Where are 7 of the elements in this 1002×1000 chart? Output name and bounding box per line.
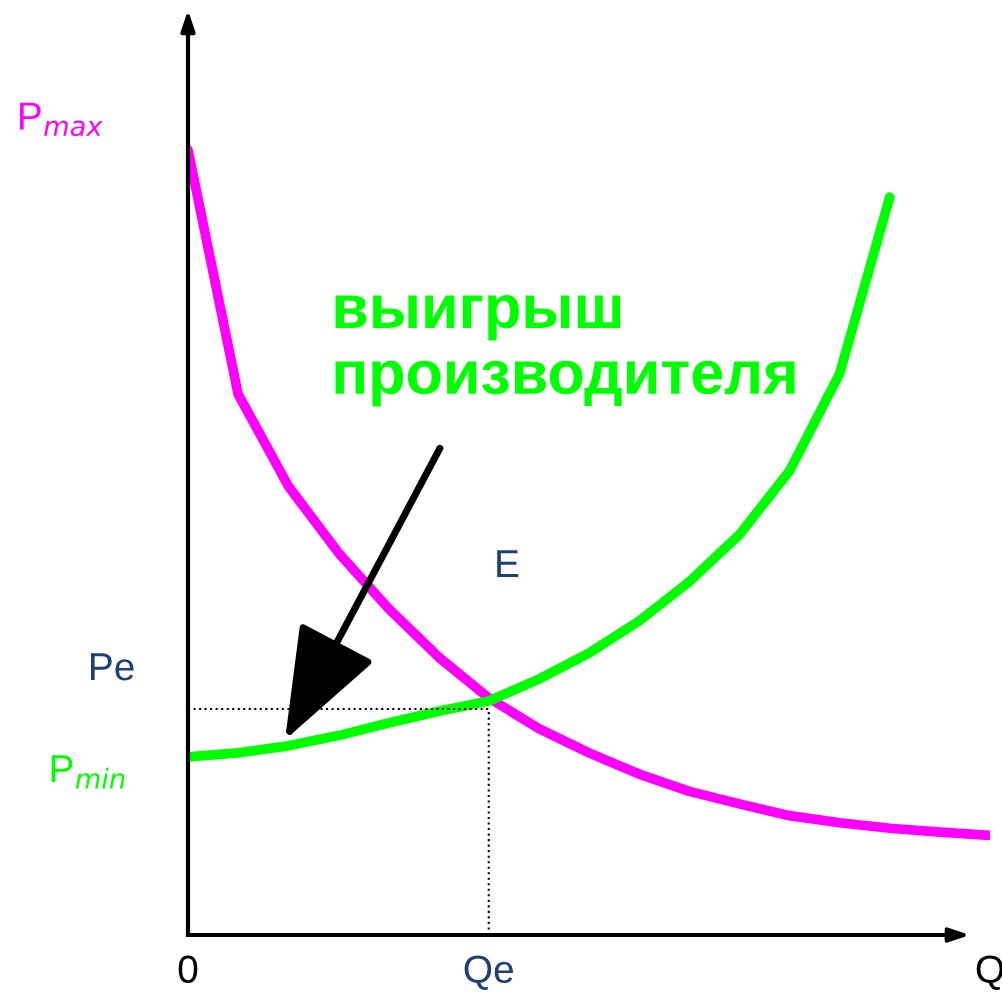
x-tick-label: 0: [178, 955, 198, 984]
annotation: выигрыш производителя: [335, 294, 795, 407]
ref-line-label: Pe: [91, 653, 134, 681]
annotation: P$_{max}$: [20, 102, 103, 137]
annotation: P$_{min}$: [51, 755, 125, 789]
annotation: E: [497, 550, 519, 578]
x-tick-label: Qe: [464, 955, 513, 990]
